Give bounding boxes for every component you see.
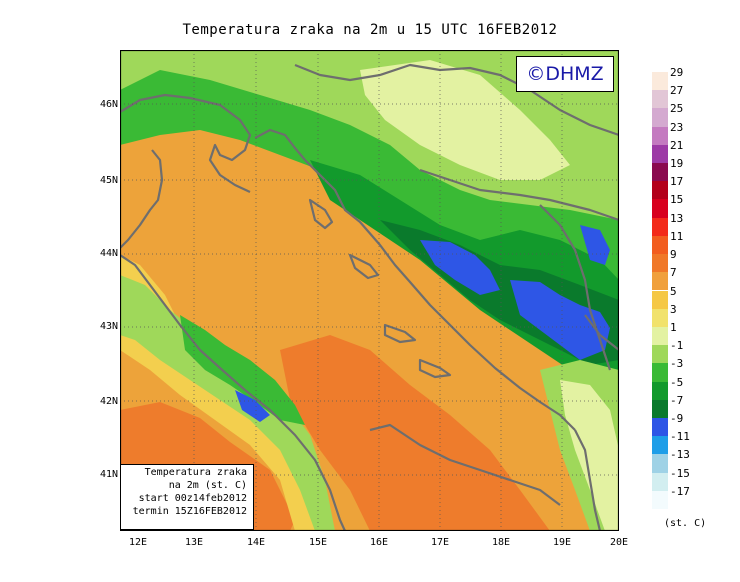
legend-swatch — [652, 108, 668, 127]
lon-label-19e: 19E — [552, 537, 572, 548]
lon-label-15e: 15E — [308, 537, 328, 548]
lon-label-13e: 13E — [184, 537, 204, 548]
legend-label: -15 — [670, 466, 690, 480]
legend-swatch — [652, 254, 668, 273]
legend-swatch — [652, 217, 668, 236]
coldest-pocket-2 — [510, 280, 610, 360]
legend-label: -13 — [670, 448, 690, 462]
legend-swatch — [652, 472, 668, 491]
legend-swatch — [652, 72, 668, 91]
legend-swatch — [652, 363, 668, 382]
legend-swatch — [652, 399, 668, 418]
legend-label: -5 — [670, 375, 684, 389]
info-line-3: start 00z14feb2012 — [138, 493, 247, 504]
legend-swatch — [652, 326, 668, 346]
legend-swatch — [652, 308, 668, 327]
legend-swatch — [652, 290, 668, 309]
lon-label-17e: 17E — [430, 537, 450, 548]
legend-label: -3 — [670, 357, 684, 371]
apennines-coldest — [235, 390, 270, 422]
info-line-2: na 2m (st. C) — [168, 480, 247, 491]
legend-label: -11 — [670, 430, 690, 444]
temperature-map — [120, 50, 619, 531]
legend-label: 27 — [670, 84, 684, 98]
lat-label-42n: 42N — [99, 396, 118, 407]
dhmz-logo: ©DHMZ — [516, 56, 614, 92]
legend-swatch — [652, 199, 668, 218]
legend-label: 21 — [670, 138, 684, 152]
legend-swatch — [652, 272, 668, 291]
lat-label-44n: 44N — [99, 248, 118, 259]
balkan-southeast-lowland — [560, 380, 619, 531]
legend-swatch — [652, 436, 668, 455]
graticule — [120, 50, 619, 531]
land-mid — [120, 70, 619, 380]
temperature-field — [120, 50, 619, 531]
legend-swatch — [652, 345, 668, 364]
warm-sea-southeast — [280, 335, 550, 531]
legend-label: 29 — [670, 66, 684, 79]
legend-swatch — [652, 417, 668, 437]
legend-label: -1 — [670, 339, 684, 353]
lon-label-14e: 14E — [246, 537, 266, 548]
legend-label: 3 — [670, 302, 677, 316]
lon-label-20e: 20E — [609, 537, 629, 548]
legend-label: 23 — [670, 120, 684, 134]
legend-label: 7 — [670, 266, 677, 280]
map-title: Temperatura zraka na 2m u 15 UTC 16FEB20… — [182, 22, 558, 38]
lon-label-12e: 12E — [128, 537, 148, 548]
legend-label: 5 — [670, 284, 677, 298]
lat-label-43n: 43N — [99, 321, 118, 332]
lat-label-41n: 41N — [99, 469, 118, 480]
legend-label: -7 — [670, 393, 684, 407]
legend-swatch — [652, 454, 668, 473]
legend-label: -17 — [670, 484, 690, 498]
info-box: Temperatura zraka na 2m (st. C) start 00… — [120, 464, 254, 530]
coldest-pocket-3 — [580, 225, 610, 265]
legend-swatch — [652, 490, 668, 509]
legend-swatch — [652, 144, 668, 164]
pannonian-plain — [360, 60, 570, 180]
legend-label: 9 — [670, 248, 677, 262]
legend-label: 15 — [670, 193, 684, 207]
legend-swatch — [652, 90, 668, 109]
legend-swatch — [652, 235, 668, 255]
legend-swatch — [652, 181, 668, 200]
legend-label: 19 — [670, 157, 684, 171]
legend-swatch — [652, 381, 668, 400]
legend-units: (st. C) — [664, 518, 707, 529]
lat-label-46n: 46N — [99, 99, 118, 110]
legend-label: -9 — [670, 411, 684, 425]
legend-label: 25 — [670, 102, 684, 116]
legend-swatch — [652, 163, 668, 182]
legend-label: 13 — [670, 211, 684, 225]
lon-label-18e: 18E — [491, 537, 511, 548]
info-line-1: Temperatura zraka — [144, 467, 247, 478]
apennines-mid — [120, 275, 335, 531]
coastlines-and-borders — [120, 63, 619, 531]
legend-label: 17 — [670, 175, 684, 189]
apennines-cold — [180, 315, 305, 425]
legend-label: 11 — [670, 229, 684, 243]
lon-label-16e: 16E — [369, 537, 389, 548]
lat-label-45n: 45N — [99, 175, 118, 186]
legend-label: 1 — [670, 320, 677, 334]
legend-swatch — [652, 126, 668, 145]
info-line-4: termin 15Z16FEB2012 — [132, 506, 247, 517]
map-border — [120, 50, 619, 531]
color-legend — [652, 72, 668, 509]
